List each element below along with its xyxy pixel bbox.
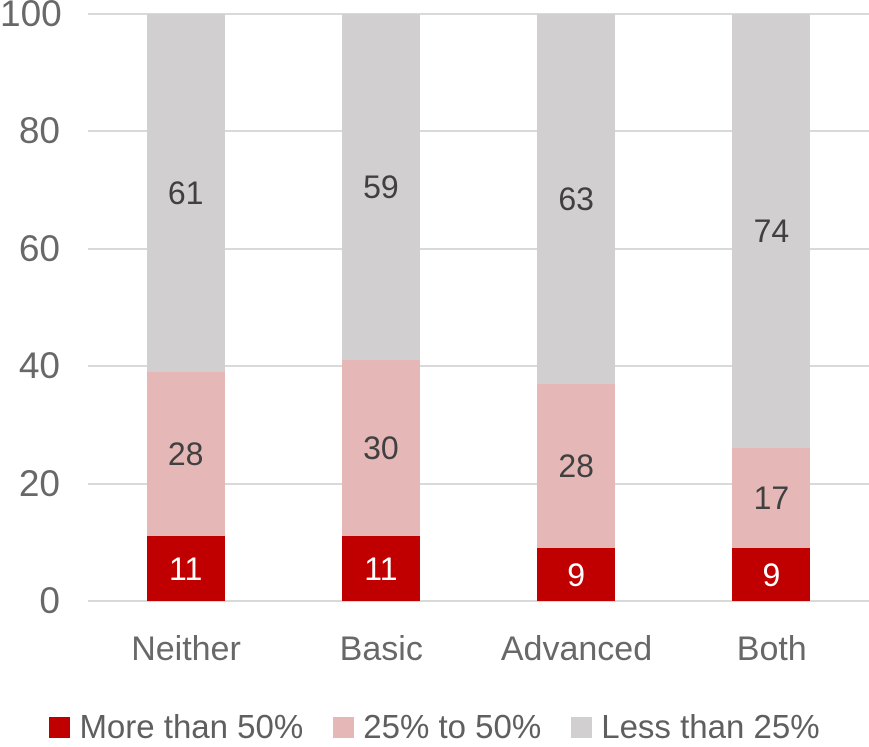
bar-segment-label: 9 [762,556,781,593]
gridline-y-60 [88,247,869,250]
bar-segment: 63 [537,14,616,384]
bar-segment-label: 30 [363,430,399,467]
bar-segment-label: 61 [167,175,204,212]
bar-segment-label: 74 [753,213,790,250]
legend-item: 25% to 50% [333,708,541,746]
legend-swatch [333,716,355,738]
bar-segment: 11 [341,536,420,601]
x-axis-category-label: Neither [131,630,241,668]
bar-segment-label: 59 [363,169,399,206]
bar-column-basic: 59 30 11 [341,14,420,601]
x-axis-category-label: Both [736,630,807,668]
legend-label: Less than 25% [601,708,820,745]
bar-column-neither: 61 28 11 [146,14,225,601]
y-axis-tick-label: 40 [18,345,60,387]
bar-segment: 74 [732,14,811,449]
y-axis-tick-label: 20 [18,462,60,504]
legend-item: Less than 25% [571,708,820,746]
bar-segment: 9 [537,548,616,601]
legend: More than 50% 25% to 50% Less than 25% [0,708,869,746]
gridline-y-20 [88,482,869,485]
bar-segment-label: 28 [558,447,594,484]
bar-segment-label: 11 [364,550,398,587]
bar-segment: 11 [146,536,225,601]
gridline-y-40 [88,365,869,368]
y-axis-tick-label: 0 [39,580,60,621]
bar-segment-label: 28 [167,436,204,473]
bar-segment: 28 [146,372,225,537]
x-axis-category-label: Advanced [500,630,653,668]
bar-segment: 61 [146,14,225,373]
plot-area: 61 28 11 59 30 11 63 28 9 74 17 9 [88,13,869,602]
gridline-y-100 [88,13,869,15]
legend-label: 25% to 50% [363,708,542,745]
bar-segment-label: 9 [567,556,586,593]
bar-column-advanced: 63 28 9 [537,14,616,601]
bar-column-both: 74 17 9 [732,14,811,601]
bar-segment-label: 11 [169,550,203,587]
bar-segment-label: 17 [753,480,790,517]
x-axis-category-label: Basic [339,630,423,668]
bar-segment: 59 [341,14,420,361]
legend-swatch [49,716,71,738]
bar-segment: 30 [341,360,420,537]
y-axis-tick-label: 100 [0,0,62,34]
bar-segment: 9 [732,548,811,601]
legend-label: More than 50% [79,708,304,745]
legend-item: More than 50% [49,708,303,746]
gridline-y-80 [88,130,869,133]
legend-swatch [571,716,593,738]
gridline-y-0 [88,600,869,602]
bar-segment: 28 [537,383,616,549]
bar-segment-label: 63 [558,180,594,217]
y-axis-tick-label: 60 [18,227,60,269]
bar-segment: 17 [732,448,811,549]
y-axis-tick-label: 80 [18,110,60,152]
